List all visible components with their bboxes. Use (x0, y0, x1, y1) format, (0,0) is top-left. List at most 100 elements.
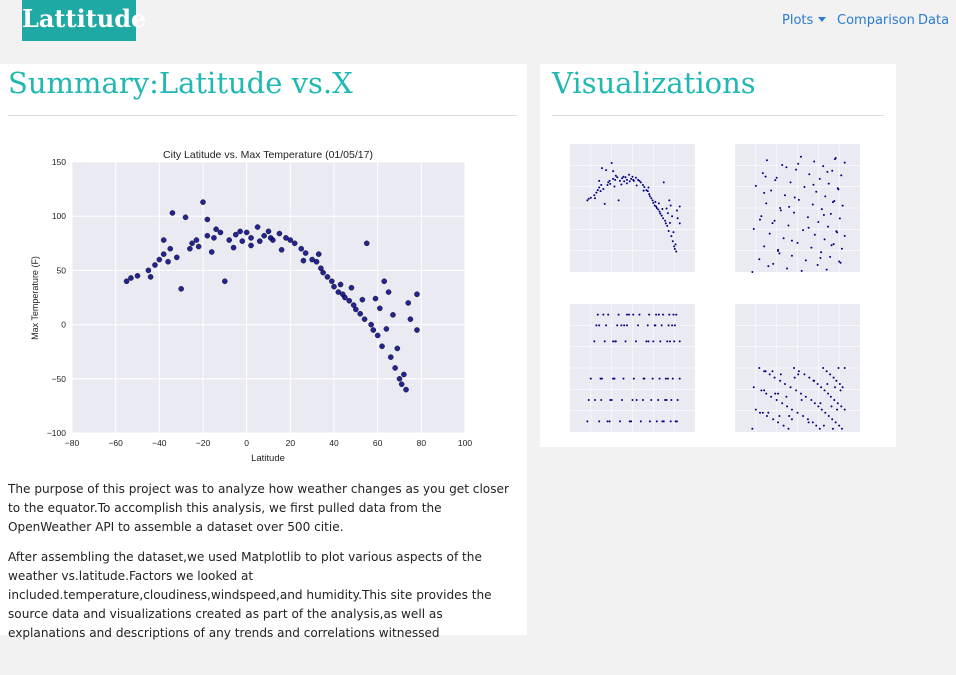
visualizations-divider (552, 115, 884, 116)
data-point (353, 306, 359, 313)
data-point (178, 286, 184, 292)
visualizations-heading: Visualizations (552, 66, 756, 100)
data-point (226, 237, 232, 243)
thumbnail-windspeed-plot[interactable] (735, 304, 860, 432)
data-point (381, 278, 388, 285)
data-point (278, 247, 285, 253)
data-point (230, 244, 237, 251)
summary-panel: Summary:Latitude vs.X City Latitude vs. … (0, 64, 527, 640)
nav-plots-label: Plots (782, 13, 814, 28)
y-tick-label: 0 (61, 320, 66, 330)
data-point (173, 254, 180, 261)
data-point (211, 235, 217, 241)
data-point (363, 240, 370, 247)
x-tick-label: 0 (244, 438, 249, 448)
data-point (167, 245, 174, 252)
data-point (182, 214, 189, 221)
data-point (357, 310, 364, 317)
nav-comparison-link[interactable]: Comparison (837, 13, 915, 28)
data-point (237, 228, 243, 235)
data-point (348, 284, 355, 291)
data-point (239, 238, 246, 244)
data-point (261, 232, 267, 239)
data-point (187, 245, 193, 252)
data-point (379, 343, 385, 350)
x-tick-label: 80 (417, 438, 427, 448)
data-point (396, 375, 403, 382)
data-point (377, 305, 383, 312)
data-point (394, 345, 401, 352)
data-point (256, 238, 263, 244)
navbar: Lattitude Plots Comparison Data (0, 0, 956, 46)
data-point (200, 199, 206, 205)
nav-data-link[interactable]: Data (918, 13, 950, 28)
y-tick-label: 50 (57, 265, 67, 275)
data-point (287, 237, 294, 243)
summary-heading: Summary:Latitude vs.X (8, 66, 353, 100)
data-point (145, 267, 152, 274)
latitude-temperature-chart: City Latitude vs. Max Temperature (01/05… (30, 149, 472, 464)
thumbnail-humidity-plot[interactable] (735, 144, 860, 273)
data-point (331, 283, 337, 290)
plot-area (72, 162, 465, 433)
summary-paragraph-1: The purpose of this project was to analy… (8, 482, 509, 534)
data-point (248, 242, 254, 249)
data-point (383, 326, 390, 332)
x-tick-label: 60 (373, 438, 383, 448)
data-point (302, 250, 309, 256)
data-point (189, 240, 195, 247)
data-point (405, 300, 412, 306)
data-point (123, 278, 130, 285)
data-point (204, 216, 211, 223)
data-point (276, 230, 283, 237)
nav-plots-dropdown[interactable]: Plots (782, 13, 827, 28)
data-point (300, 257, 307, 264)
y-tick-label: 100 (52, 211, 66, 221)
data-point (346, 297, 353, 304)
data-points (123, 199, 420, 393)
y-tick-label: 150 (52, 157, 66, 167)
caret-down-icon (818, 17, 827, 22)
x-tick-label: −20 (196, 438, 211, 448)
data-point (342, 294, 348, 301)
x-tick-label: −40 (152, 438, 167, 448)
data-point (329, 278, 335, 285)
visualizations-panel: Visualizations (540, 64, 896, 447)
data-point (254, 224, 261, 230)
summary-paragraph-2: After assembling the dataset,we used Mat… (8, 550, 492, 640)
data-point (315, 251, 322, 257)
data-point (368, 321, 374, 328)
grid-lines (71, 161, 466, 434)
data-point (147, 274, 154, 280)
thumbnail-cloudiness-plot[interactable] (570, 304, 695, 432)
brand-logo[interactable]: Lattitude (22, 0, 146, 41)
data-point (156, 256, 163, 263)
thumbnail-temperature-plot[interactable] (570, 144, 695, 272)
x-tick-label: −80 (65, 438, 80, 448)
data-point (320, 269, 326, 276)
data-point (160, 237, 167, 243)
x-tick-label: 20 (286, 438, 296, 448)
summary-divider (8, 115, 517, 116)
data-point (298, 245, 305, 252)
data-point (407, 316, 414, 322)
data-point (392, 365, 398, 371)
visualization-thumbnails (570, 144, 860, 432)
data-point (169, 210, 176, 216)
data-point (134, 273, 141, 279)
data-point (372, 295, 379, 302)
data-point (267, 235, 274, 241)
data-point (398, 381, 405, 388)
data-point (222, 278, 228, 285)
data-point (265, 228, 272, 235)
data-point (401, 371, 407, 378)
data-point (204, 232, 211, 239)
data-point (414, 327, 420, 333)
chart-title: City Latitude vs. Max Temperature (01/05… (163, 149, 373, 161)
data-point (243, 229, 250, 236)
y-axis-label: Max Temperature (F) (30, 256, 40, 340)
data-point (128, 275, 134, 281)
data-point (374, 332, 381, 339)
x-tick-label: 100 (458, 438, 472, 448)
data-point (232, 231, 239, 238)
